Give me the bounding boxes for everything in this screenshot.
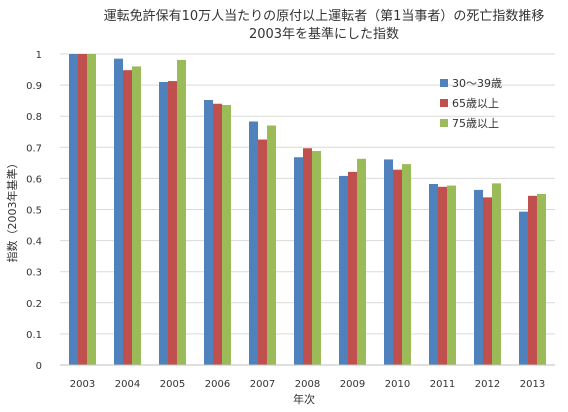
bar (393, 169, 402, 365)
bar (87, 54, 96, 365)
y-tick-label: 0.1 (26, 330, 42, 341)
legend-swatch (440, 79, 448, 87)
y-tick-label: 0 (36, 361, 42, 372)
legend-label: 30～39歳 (452, 77, 502, 90)
bar (429, 183, 438, 365)
bar (258, 139, 267, 365)
bar (78, 54, 87, 365)
x-tick-label: 2005 (160, 379, 185, 390)
x-tick-label: 2006 (205, 379, 230, 390)
legend-label: 65歳以上 (452, 97, 499, 110)
y-tick-label: 0.7 (26, 143, 42, 154)
legend: 30～39歳 65歳以上 75歳以上 (440, 77, 502, 130)
bar (312, 151, 321, 365)
bar (357, 158, 366, 365)
legend-label: 75歳以上 (452, 117, 499, 130)
bar (528, 195, 537, 365)
bars (69, 54, 546, 366)
bar (213, 103, 222, 365)
bar (438, 186, 447, 365)
x-axis-ticks: 2003 2004 2005 2006 2007 2008 2009 2010 2011 2012… (70, 379, 545, 390)
bar (114, 58, 123, 365)
x-tick-label: 2010 (385, 379, 410, 390)
chart-subtitle: 2003年を基準にした指数 (249, 26, 399, 42)
bar (294, 157, 303, 365)
bar (519, 211, 528, 365)
x-tick-label: 2003 (70, 379, 95, 390)
y-tick-label: 1 (36, 50, 42, 61)
legend-swatch (440, 119, 448, 127)
bar (204, 100, 213, 365)
bar (447, 185, 456, 365)
x-tick-label: 2012 (475, 379, 500, 390)
bar (177, 59, 186, 366)
x-tick-label: 2007 (250, 379, 275, 390)
bar (402, 164, 411, 365)
x-tick-label: 2009 (340, 379, 365, 390)
bar (483, 197, 492, 365)
legend-swatch (440, 99, 448, 107)
y-tick-label: 0.6 (26, 174, 42, 185)
bar (537, 193, 546, 365)
y-tick-label: 0.5 (26, 206, 42, 217)
chart-title: 運転免許保有10万人当たりの原付以上運転者（第1当事者）の死亡指数推移 (104, 9, 545, 24)
bar (492, 183, 501, 365)
bar (267, 125, 276, 365)
x-tick-label: 2013 (520, 379, 545, 390)
bar (123, 70, 132, 365)
bar (474, 189, 483, 365)
x-tick-label: 2008 (295, 379, 320, 390)
bar (348, 171, 357, 365)
bar (384, 159, 393, 365)
y-tick-label: 0.3 (26, 268, 42, 279)
bar (159, 81, 168, 366)
y-axis-ticks: 0 0.1 0.2 0.3 0.4 0.5 0.6 0.7 0.8 0.9 1 (26, 50, 42, 372)
bar (339, 175, 348, 365)
bar (168, 81, 177, 365)
bar (303, 148, 312, 365)
y-axis-label: 指数（2003年基準） (5, 158, 19, 263)
x-tick-label: 2011 (430, 379, 455, 390)
bar (132, 66, 141, 365)
y-tick-label: 0.9 (26, 81, 42, 92)
x-axis-label: 年次 (293, 392, 315, 406)
bar (69, 54, 78, 365)
y-tick-label: 0.4 (26, 237, 42, 248)
bar (249, 121, 258, 365)
y-tick-label: 0.2 (26, 299, 42, 310)
y-tick-label: 0.8 (26, 112, 42, 123)
bar (222, 105, 231, 365)
x-tick-label: 2004 (115, 379, 140, 390)
